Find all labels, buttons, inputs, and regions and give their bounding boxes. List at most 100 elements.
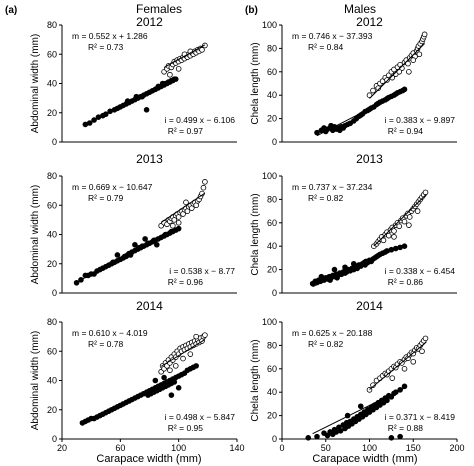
fit-line-immature (316, 90, 405, 137)
equation-lower: i = 0.371 x − 8.419 (385, 412, 456, 422)
data-point-filled (142, 236, 148, 242)
y-tick-label: 0 (52, 288, 57, 298)
equation-upper: m = 0.746 x − 37.393 (292, 31, 373, 41)
chart-m2012: 2012 0 20 40 60 80 100 Chela length (mm) m = 0.7… (250, 15, 457, 147)
y-tick-label: 80 (267, 340, 277, 350)
data-point-filled (305, 435, 312, 441)
data-point-filled (114, 252, 121, 258)
data-point-open (396, 223, 403, 230)
data-point-open (175, 220, 182, 226)
data-point-filled (143, 107, 150, 113)
r-squared-lower: R² = 0.97 (168, 126, 203, 136)
data-point-filled (152, 377, 159, 384)
r-squared-lower: R² = 0.88 (388, 423, 423, 433)
equation-upper: m = 0.625 x − 20.188 (292, 328, 373, 338)
y-axis-label: Chela length (mm) (250, 42, 261, 124)
data-point-open (187, 351, 194, 357)
data-point-open (406, 69, 412, 75)
data-point-open (180, 355, 186, 362)
y-tick-label: 80 (47, 20, 57, 30)
data-point-open (416, 51, 423, 58)
chart-title: 2013 (356, 152, 383, 166)
data-point-open (200, 184, 207, 191)
data-point-filled (388, 435, 395, 441)
data-point-filled (336, 127, 343, 134)
fit-line-immature (312, 387, 405, 435)
r-squared-upper: R² = 0.82 (308, 339, 343, 349)
equation-lower: i = 0.338 x − 6.454 (385, 266, 456, 276)
y-axis-label: Abdominal width (mm) (30, 331, 41, 430)
data-point-open (193, 333, 199, 340)
chart-title: 2012 (136, 15, 163, 29)
data-point-open (175, 66, 182, 72)
y-tick-label: 40 (267, 387, 277, 397)
data-point-filled (401, 86, 408, 93)
y-tick-label: 80 (267, 194, 277, 204)
fit-line-mature (160, 339, 206, 367)
y-tick-label: 100 (262, 20, 277, 30)
data-point-open (366, 92, 373, 98)
y-tick-label: 60 (47, 49, 57, 59)
data-point-open (375, 85, 382, 91)
y-tick-label: 0 (52, 137, 57, 147)
data-point-filled (397, 433, 403, 440)
data-point-open (385, 232, 392, 239)
equation-upper: m = 0.610 x − 4.019 (72, 328, 148, 338)
data-point-filled (357, 403, 364, 410)
y-tick-label: 0 (52, 434, 57, 444)
equation-lower: i = 0.383 x − 9.897 (385, 115, 456, 125)
r-squared-upper: R² = 0.82 (308, 193, 343, 203)
x-tick-label: 140 (229, 443, 244, 453)
data-point-filled (337, 428, 344, 434)
chart-m2014: 2014 0 20 40 60 80 100 0 50 100 150 200 Chela length… (250, 299, 465, 453)
x-tick-label: 100 (362, 443, 377, 453)
r-squared-lower: R² = 0.86 (388, 277, 423, 287)
y-tick-label: 40 (47, 79, 57, 89)
chart-title: 2012 (356, 15, 383, 29)
data-point-open (202, 179, 208, 185)
equation-lower: i = 0.498 x − 5.847 (165, 412, 236, 422)
data-point-open (422, 189, 429, 196)
equation-upper: m = 0.552 x + 1.286 (72, 31, 148, 41)
data-point-filled (314, 129, 320, 136)
data-point-filled (331, 266, 338, 273)
data-point-filled (342, 264, 348, 271)
y-axis-label: Abdominal width (mm) (30, 185, 41, 284)
data-point-filled (175, 385, 182, 391)
data-point-open (391, 234, 397, 240)
y-tick-label: 40 (47, 376, 57, 386)
y-axis-label: Chela length (mm) (250, 339, 261, 421)
data-point-open (419, 348, 425, 355)
y-tick-label: 60 (47, 200, 57, 210)
fit-line-mature (373, 193, 427, 247)
r-squared-lower: R² = 0.95 (168, 423, 203, 433)
fit-line-mature (369, 43, 425, 99)
x-tick-label: 60 (115, 443, 125, 453)
data-point-open (391, 228, 397, 234)
r-squared-upper: R² = 0.79 (88, 193, 123, 203)
data-point-open (406, 214, 413, 220)
y-tick-label: 100 (262, 317, 277, 327)
r-squared-lower: R² = 0.94 (388, 126, 423, 136)
data-point-filled (168, 392, 175, 398)
y-tick-label: 40 (267, 90, 277, 100)
equation-upper: m = 0.669 x − 10.647 (72, 182, 153, 192)
fit-line-immature (85, 78, 176, 126)
data-point-filled (153, 241, 160, 248)
data-point-filled (401, 383, 408, 390)
y-tick-label: 20 (267, 265, 277, 275)
data-point-open (202, 42, 208, 49)
chart-title: 2014 (136, 299, 163, 313)
x-tick-label: 0 (279, 443, 284, 453)
equation-lower: i = 0.499 x − 6.106 (165, 115, 236, 125)
r-squared-lower: R² = 0.96 (168, 277, 203, 287)
panel-a-label: (a) (5, 5, 17, 16)
x-axis-label-females: Carapace width (mm) (96, 453, 201, 465)
data-point-open (401, 218, 408, 225)
y-tick-label: 20 (47, 405, 57, 415)
y-axis-label: Chela length (mm) (250, 193, 261, 275)
equation-upper: m = 0.737 x − 37.234 (292, 182, 373, 192)
data-point-filled (314, 433, 320, 440)
data-point-open (384, 77, 390, 83)
